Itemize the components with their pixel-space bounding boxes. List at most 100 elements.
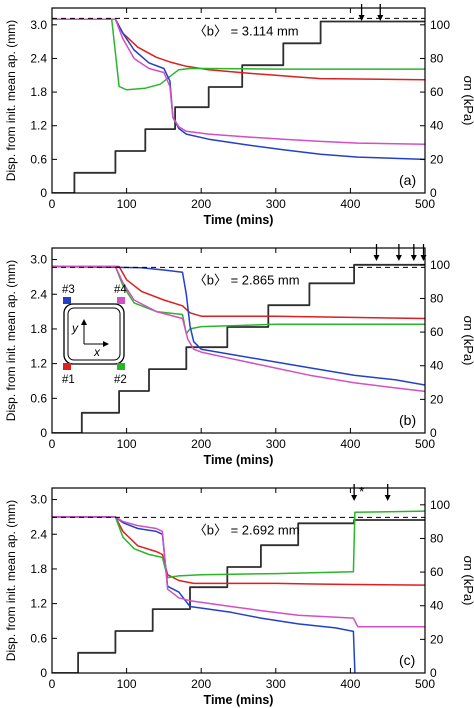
plot-frame <box>51 7 426 194</box>
x-tick-label: 200 <box>191 197 211 211</box>
fracture-schematic-inset: #3 #4 #1 #2 yx <box>62 284 127 386</box>
series-line-1 <box>52 263 425 433</box>
series-line-5 <box>52 265 425 393</box>
x-tick-label: 500 <box>415 677 435 691</box>
series-line-1 <box>52 20 425 193</box>
y-tick-label: 1.8 <box>30 322 47 336</box>
y-axis-label-right: σn (kPa) <box>461 316 474 366</box>
sample-outer-outline <box>63 303 125 365</box>
y-axis-label-left: Disp. from init. mean ap. (mm) <box>4 20 18 181</box>
y2-tick-label: 60 <box>430 325 444 339</box>
series-line-5 <box>52 18 425 145</box>
y2-tick-label: 0 <box>430 666 437 680</box>
y-tick-label: 1.2 <box>30 597 47 611</box>
x-tick-label: 400 <box>340 197 360 211</box>
sensor-label: #3 <box>62 284 75 296</box>
y2-tick-label: 40 <box>430 119 444 133</box>
x-tick-label: 300 <box>266 197 286 211</box>
y-axis-label-left: Disp. from init. mean ap. (mm) <box>4 500 18 661</box>
down-arrow-icon <box>358 15 365 21</box>
y2-tick-label: 0 <box>430 426 437 440</box>
sensor-label: #2 <box>114 374 127 386</box>
x-tick-label: 500 <box>415 437 435 451</box>
y-tick-label: 1.8 <box>30 562 47 576</box>
series-line-4 <box>52 265 425 386</box>
x-axis-label: Time (mins) <box>204 693 274 707</box>
series-line-1 <box>52 519 425 673</box>
y2-tick-label: 80 <box>430 51 444 65</box>
y-axis-label-right: σn (kPa) <box>461 556 474 606</box>
y-tick-label: 0 <box>40 666 47 680</box>
x-tick-label: 400 <box>340 677 360 691</box>
series-line-5 <box>52 516 425 628</box>
panel-label: (a) <box>399 172 416 188</box>
y2-tick-label: 20 <box>430 632 444 646</box>
down-arrow-icon <box>373 255 380 261</box>
y-tick-label: 0.6 <box>30 391 47 405</box>
y-tick-label: 0 <box>40 426 47 440</box>
plot-frame <box>51 487 426 674</box>
x-tick-label: 200 <box>191 437 211 451</box>
y-tick-label: 1.2 <box>30 119 47 133</box>
y-axis-arrow-icon <box>81 319 87 325</box>
down-arrow-icon <box>410 255 417 261</box>
y2-tick-label: 0 <box>430 186 437 200</box>
series-line-3 <box>52 510 425 579</box>
down-arrow-icon <box>384 495 391 501</box>
sample-inner-outline <box>67 307 121 361</box>
x-tick-label: 100 <box>117 437 137 451</box>
plot-frame <box>51 247 426 434</box>
down-arrow-icon <box>351 495 358 501</box>
y-axis-label-right: σn (kPa) <box>461 76 474 126</box>
series-group <box>52 510 425 673</box>
y-tick-label: 1.8 <box>30 85 47 99</box>
y-tick-label: 2.4 <box>30 51 47 65</box>
y2-tick-label: 100 <box>430 258 450 272</box>
sensor-marker <box>63 363 71 370</box>
y-tick-label: 2.4 <box>30 527 47 541</box>
x-tick-label: 0 <box>49 677 56 691</box>
sensor-marker <box>117 363 125 370</box>
series-group <box>52 18 425 193</box>
panel-label: (b) <box>399 412 416 428</box>
inset-y-label: y <box>71 321 79 335</box>
y2-tick-label: 100 <box>430 18 450 32</box>
y-tick-label: 2.4 <box>30 287 47 301</box>
chart-panel-3: 0 100 200 300 400 50000.61.21.82.43.002040608… <box>4 484 474 707</box>
x-tick-label: 0 <box>49 197 56 211</box>
x-tick-label: 100 <box>117 197 137 211</box>
chart-panel-2: 0 100 200 300 400 50000.61.21.82.43.002040608… <box>4 244 474 467</box>
x-tick-label: 0 <box>49 437 56 451</box>
series-line-4 <box>52 18 425 161</box>
mean-aperture-annotation: 〈b〉 = 3.114 mm <box>194 23 299 38</box>
panel-label: (c) <box>399 652 415 668</box>
series-group <box>52 263 425 433</box>
down-arrow-icon <box>395 255 402 261</box>
series-line-3 <box>52 18 425 91</box>
y-tick-label: 3.0 <box>30 253 47 267</box>
sensor-label: #1 <box>62 374 75 386</box>
y2-tick-label: 20 <box>430 392 444 406</box>
x-tick-label: 400 <box>340 437 360 451</box>
x-axis-label: Time (mins) <box>204 453 274 467</box>
y2-tick-label: 80 <box>430 531 444 545</box>
y2-tick-label: 100 <box>430 498 450 512</box>
y2-tick-label: 40 <box>430 599 444 613</box>
sensor-marker <box>117 297 125 304</box>
mean-aperture-annotation: 〈b〉 = 2.692 mm <box>194 522 300 537</box>
x-tick-label: 200 <box>191 677 211 691</box>
y2-tick-label: 40 <box>430 359 444 373</box>
x-tick-label: 300 <box>266 677 286 691</box>
y-tick-label: 1.2 <box>30 357 47 371</box>
x-tick-label: 500 <box>415 197 435 211</box>
series-line-2 <box>52 516 425 586</box>
y2-tick-label: 80 <box>430 291 444 305</box>
y-tick-label: 0 <box>40 186 47 200</box>
sensor-marker <box>63 297 71 304</box>
down-arrow-icon <box>420 255 427 261</box>
series-line-4 <box>52 516 356 673</box>
y-tick-label: 0.6 <box>30 631 47 645</box>
y2-tick-label: 60 <box>430 565 444 579</box>
x-tick-label: 300 <box>266 437 286 451</box>
